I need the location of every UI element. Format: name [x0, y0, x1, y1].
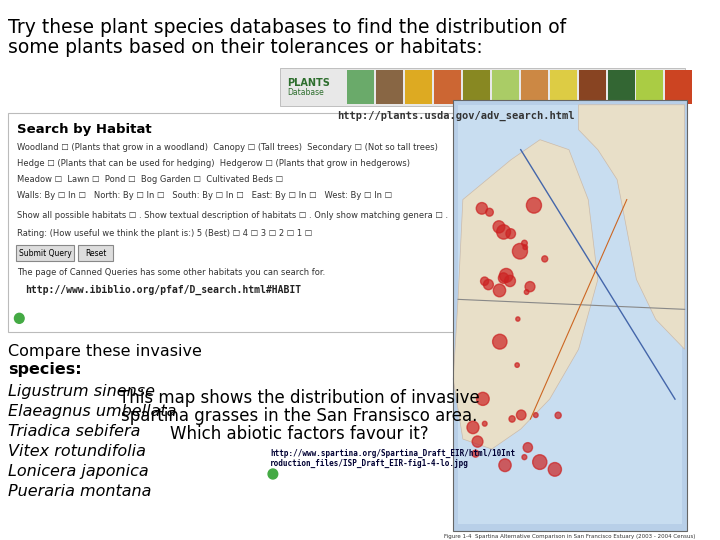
- FancyBboxPatch shape: [78, 246, 113, 261]
- Circle shape: [472, 436, 483, 447]
- Text: Submit Query: Submit Query: [19, 249, 72, 258]
- FancyBboxPatch shape: [434, 70, 461, 104]
- FancyBboxPatch shape: [453, 100, 687, 531]
- Circle shape: [506, 229, 516, 239]
- FancyBboxPatch shape: [458, 105, 682, 524]
- Circle shape: [499, 459, 511, 471]
- Circle shape: [476, 202, 487, 214]
- Circle shape: [482, 421, 487, 426]
- Circle shape: [493, 284, 505, 297]
- Text: Woodland ☐ (Plants that grow in a woodland)  Canopy ☐ (Tall trees)  Secondary ☐ : Woodland ☐ (Plants that grow in a woodla…: [17, 143, 438, 152]
- Text: Rating: (How useful we think the plant is:) 5 (Best) ☐ 4 ☐ 3 ☐ 2 ☐ 1 ☐: Rating: (How useful we think the plant i…: [17, 228, 312, 238]
- Circle shape: [498, 273, 508, 284]
- FancyBboxPatch shape: [17, 246, 74, 261]
- Polygon shape: [453, 140, 598, 449]
- Circle shape: [14, 313, 24, 323]
- FancyBboxPatch shape: [405, 70, 432, 104]
- Circle shape: [472, 450, 479, 457]
- Circle shape: [555, 412, 561, 418]
- Polygon shape: [579, 105, 685, 349]
- Circle shape: [516, 317, 520, 321]
- Text: species:: species:: [8, 362, 81, 377]
- Text: Lonicera japonica: Lonicera japonica: [8, 464, 148, 479]
- Circle shape: [467, 421, 479, 434]
- Text: some plants based on their tolerances or habitats:: some plants based on their tolerances or…: [8, 38, 482, 57]
- FancyBboxPatch shape: [579, 70, 606, 104]
- Circle shape: [534, 413, 538, 417]
- FancyBboxPatch shape: [279, 68, 685, 106]
- Text: Try these plant species databases to find the distribution of: Try these plant species databases to fin…: [8, 18, 566, 37]
- Text: Ligustrum sinense: Ligustrum sinense: [8, 384, 155, 399]
- Text: Pueraria montana: Pueraria montana: [8, 484, 151, 499]
- Circle shape: [513, 244, 528, 259]
- Circle shape: [500, 268, 513, 282]
- Circle shape: [268, 469, 278, 479]
- Circle shape: [505, 275, 516, 287]
- Text: Which abiotic factors favour it?: Which abiotic factors favour it?: [170, 425, 428, 443]
- Circle shape: [525, 281, 535, 292]
- FancyBboxPatch shape: [347, 70, 374, 104]
- Circle shape: [526, 198, 541, 213]
- FancyBboxPatch shape: [608, 70, 634, 104]
- FancyBboxPatch shape: [8, 113, 649, 332]
- Circle shape: [477, 392, 489, 406]
- FancyBboxPatch shape: [549, 70, 577, 104]
- Text: Elaeagnus umbellata: Elaeagnus umbellata: [8, 404, 176, 419]
- Circle shape: [493, 221, 505, 233]
- Circle shape: [483, 279, 493, 290]
- Circle shape: [480, 277, 489, 285]
- Circle shape: [524, 289, 529, 294]
- Text: Walls: By ☐ In ☐   North: By ☐ In ☐   South: By ☐ In ☐   East: By ☐ In ☐   West:: Walls: By ☐ In ☐ North: By ☐ In ☐ South:…: [17, 191, 392, 200]
- Circle shape: [515, 363, 519, 367]
- Text: Hedge ☐ (Plants that can be used for hedging)  Hedgerow ☐ (Plants that grow in h: Hedge ☐ (Plants that can be used for hed…: [17, 159, 410, 167]
- Text: The page of Canned Queries has some other habitats you can search for.: The page of Canned Queries has some othe…: [17, 268, 325, 278]
- FancyBboxPatch shape: [665, 70, 693, 104]
- FancyBboxPatch shape: [376, 70, 403, 104]
- Circle shape: [516, 410, 526, 420]
- FancyBboxPatch shape: [492, 70, 519, 104]
- Text: Database: Database: [287, 88, 324, 97]
- Circle shape: [509, 416, 516, 422]
- Text: Search by Habitat: Search by Habitat: [17, 123, 152, 136]
- Circle shape: [541, 256, 548, 262]
- Text: PLANTS: PLANTS: [287, 78, 330, 88]
- FancyBboxPatch shape: [521, 70, 548, 104]
- Circle shape: [497, 225, 510, 239]
- Circle shape: [523, 245, 528, 249]
- Text: Show all possible habitats ☐ . Show textual description of habitats ☐ . Only sho: Show all possible habitats ☐ . Show text…: [17, 211, 449, 220]
- FancyBboxPatch shape: [636, 70, 663, 104]
- Circle shape: [548, 463, 562, 476]
- Circle shape: [486, 208, 493, 216]
- FancyBboxPatch shape: [463, 70, 490, 104]
- Circle shape: [523, 443, 533, 453]
- Text: Reset: Reset: [85, 249, 106, 258]
- Circle shape: [533, 455, 547, 469]
- Circle shape: [521, 240, 527, 246]
- Text: Meadow ☐  Lawn ☐  Pond ☐  Bog Garden ☐  Cultivated Beds ☐: Meadow ☐ Lawn ☐ Pond ☐ Bog Garden ☐ Cult…: [17, 174, 284, 184]
- Text: http://www.ibiblio.org/pfaf/D_search.html#HABIT: http://www.ibiblio.org/pfaf/D_search.htm…: [25, 285, 301, 295]
- Text: http://plants.usda.gov/adv_search.html: http://plants.usda.gov/adv_search.html: [338, 111, 575, 121]
- Text: spartina grasses in the San Fransisco area.: spartina grasses in the San Fransisco ar…: [121, 407, 477, 425]
- Text: Compare these invasive: Compare these invasive: [8, 345, 202, 359]
- Text: Vitex rotundifolia: Vitex rotundifolia: [8, 444, 145, 459]
- Circle shape: [522, 455, 527, 460]
- Text: http://www.spartina.org/Spartina_Draft_EIR/html/10Int: http://www.spartina.org/Spartina_Draft_E…: [270, 449, 515, 458]
- Text: roduction_files/ISP_Draft_EIR-fig1-4-lo.jpg: roduction_files/ISP_Draft_EIR-fig1-4-lo.…: [270, 459, 469, 468]
- Text: Figure 1-4  Spartina Alternative Comparison in San Francisco Estuary (2003 - 200: Figure 1-4 Spartina Alternative Comparis…: [444, 534, 696, 539]
- Text: This map shows the distribution of invasive: This map shows the distribution of invas…: [119, 389, 480, 407]
- Text: Triadica sebifera: Triadica sebifera: [8, 424, 140, 439]
- Circle shape: [492, 334, 507, 349]
